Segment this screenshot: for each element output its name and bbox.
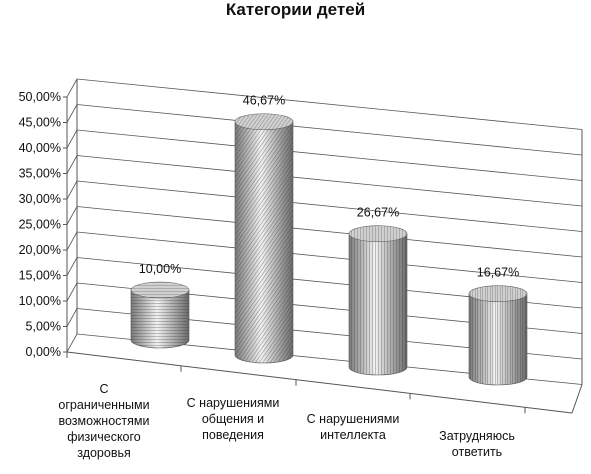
gridline (76, 180, 583, 232)
gridline-side (66, 333, 78, 353)
category-label-line: общения и (201, 412, 265, 426)
gridline-side (66, 308, 78, 327)
y-tick-label: 20,00% (19, 243, 61, 257)
category-label-line: ответить (451, 445, 503, 459)
gridline-side (66, 155, 78, 174)
bar-hatch (131, 290, 189, 348)
category-label: С нарушениями общения и поведения (173, 395, 293, 443)
gridline (76, 78, 583, 130)
gridline-side (66, 129, 78, 149)
bar (234, 113, 294, 364)
gridline (76, 104, 583, 156)
gridline-side (66, 78, 78, 98)
bar-top-hatch (349, 225, 407, 242)
bar-top-hatch (235, 113, 293, 130)
gridline-side (66, 104, 78, 123)
category-label-line: Затрудняюсь (439, 429, 515, 443)
data-labels: 10,00% 46,67% 26,67% 16,67% (139, 94, 519, 280)
bar (130, 281, 190, 349)
gridline (76, 129, 583, 181)
data-label: 16,67% (477, 266, 519, 280)
y-tick-label: 45,00% (19, 116, 61, 130)
y-tick-labels: 0,00% 5,00% 10,00% 15,00% 20,00% 25,00% 30,00%… (19, 90, 61, 359)
bar-outline (130, 289, 190, 349)
data-label: 10,00% (139, 262, 181, 276)
y-tick-label: 15,00% (19, 269, 61, 283)
category-label-line: С нарушениями (306, 412, 400, 426)
axes (63, 79, 583, 414)
bar-hatch (235, 121, 293, 363)
category-label-line: возможностями (58, 414, 150, 428)
y-tick-label: 40,00% (19, 141, 61, 155)
y-tick-label: 25,00% (19, 218, 61, 232)
y-tick-label: 50,00% (19, 90, 61, 104)
bar-outline (348, 233, 408, 376)
chart-title: Категории детей (225, 0, 366, 19)
category-label: Затрудняюсь ответить (418, 428, 536, 460)
y-tick-label: 5,00% (26, 320, 61, 334)
y-tick-label: 0,00% (26, 345, 61, 359)
y-tick-label: 10,00% (19, 294, 61, 308)
bar-outline (468, 293, 528, 386)
gridline-side (66, 257, 78, 276)
y-tick-label: 30,00% (19, 192, 61, 206)
bars (130, 113, 528, 386)
data-label: 46,67% (243, 94, 285, 108)
bar-top-hatch (469, 285, 527, 302)
bar-top-hatch (131, 282, 189, 299)
data-label: 26,67% (357, 206, 399, 220)
category-label-line: С нарушениями (186, 396, 280, 410)
y-tick-label: 35,00% (19, 167, 61, 181)
category-label-line: С (99, 382, 109, 396)
category-label-line: поведения (202, 428, 264, 442)
bar (468, 285, 528, 386)
bar (348, 225, 408, 376)
category-label-line: ограниченными (58, 398, 150, 412)
bar-hatch (349, 233, 407, 375)
gridline (76, 231, 583, 283)
bar-hatch (469, 293, 527, 385)
category-label-line: интеллекта (320, 428, 386, 442)
gridline-side (66, 231, 78, 251)
category-label: С нарушениями интеллекта (292, 411, 414, 443)
gridline (76, 155, 583, 207)
gridline-side (66, 282, 78, 302)
category-label-line: здоровья (77, 446, 131, 460)
x-axis (66, 351, 573, 414)
category-label-line: физического (67, 430, 141, 444)
gridline-side (66, 206, 78, 225)
gridline-side (66, 180, 78, 200)
gridline (76, 206, 583, 258)
floor-right-edge (571, 384, 583, 414)
bar-outline (234, 121, 294, 364)
